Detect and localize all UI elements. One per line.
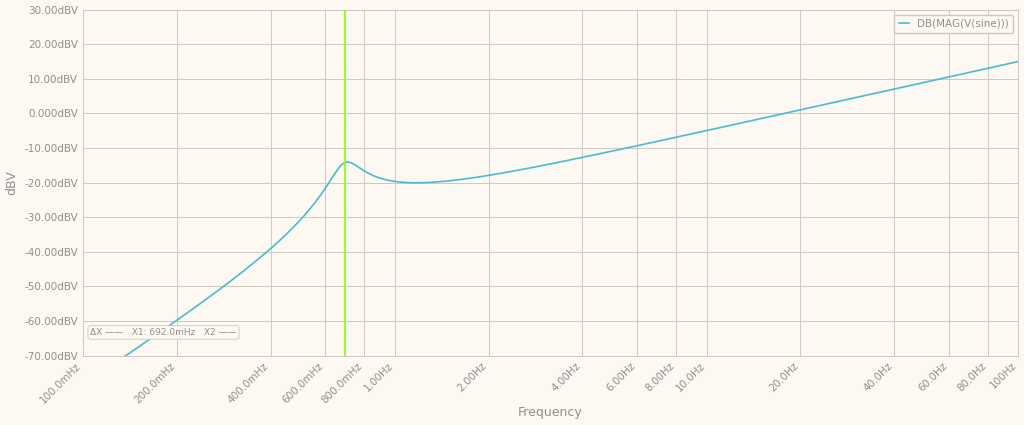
DB(MAG(V(sine))) — [434, 179, 446, 184]
DB(MAG(V(sine))) — [846, 96, 858, 101]
DB(MAG(V(sine))) — [685, 131, 697, 136]
DB(MAG(V(sine))) — [775, 112, 787, 117]
Legend: DB(MAG(V(sine))): DB(MAG(V(sine))) — [894, 15, 1013, 33]
DB(MAG(V(sine))) — [1013, 59, 1024, 64]
Y-axis label: dBV: dBV — [5, 170, 18, 195]
Text: ΔX ——   X1: 692.0mHz   X2 ——: ΔX —— X1: 692.0mHz X2 —— — [90, 328, 237, 337]
DB(MAG(V(sine))) — [77, 371, 89, 376]
Line: DB(MAG(V(sine))): DB(MAG(V(sine))) — [83, 62, 1019, 373]
X-axis label: Frequency: Frequency — [518, 406, 583, 419]
DB(MAG(V(sine))) — [638, 142, 650, 147]
DB(MAG(V(sine))) — [247, 261, 259, 266]
